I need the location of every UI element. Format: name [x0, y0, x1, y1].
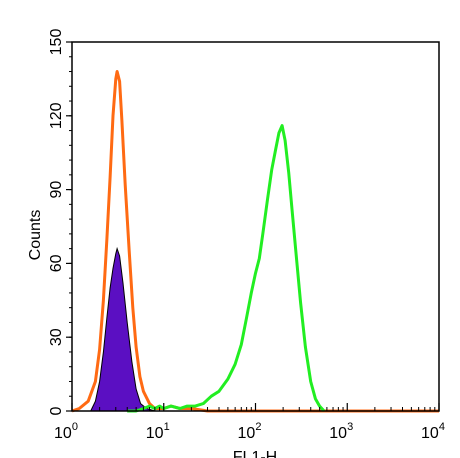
y-tick-label: 90 [48, 181, 65, 199]
x-tick-label-exponent: 1 [164, 421, 170, 433]
y-tick-label: 60 [48, 254, 65, 272]
x-tick-label-exponent: 2 [255, 421, 261, 433]
x-tick-label: 100 [54, 421, 78, 442]
x-tick-label-exponent: 3 [347, 421, 353, 433]
y-tick-label: 150 [48, 29, 65, 56]
series-layer [71, 70, 439, 413]
y-tick-label: 0 [48, 406, 65, 415]
x-axis-title: FL1-H [233, 449, 277, 458]
x-tick-label: 104 [421, 421, 445, 442]
x-tick-label-base: 10 [54, 425, 72, 442]
x-tick-label-base: 10 [238, 425, 256, 442]
x-tick-label-exponent: 0 [72, 421, 78, 433]
x-tick-label: 103 [329, 421, 353, 442]
series-1-histogram-fill [89, 246, 156, 412]
x-tick-label: 101 [146, 421, 170, 442]
x-tick-label-base: 10 [329, 425, 347, 442]
x-axis-ticks: 100 101 102 103 104 [54, 403, 445, 442]
x-tick-label-base: 10 [421, 425, 439, 442]
y-tick-label: 120 [48, 102, 65, 129]
y-tick-label: 30 [48, 328, 65, 346]
x-tick-label-base: 10 [146, 425, 164, 442]
y-axis-title: Counts [27, 210, 44, 261]
series-2-histogram-line [127, 124, 326, 413]
y-axis-ticks: 0 30 60 90 120 150 [48, 29, 72, 415]
x-tick-label: 102 [238, 421, 262, 442]
x-tick-label-exponent: 4 [439, 421, 445, 433]
